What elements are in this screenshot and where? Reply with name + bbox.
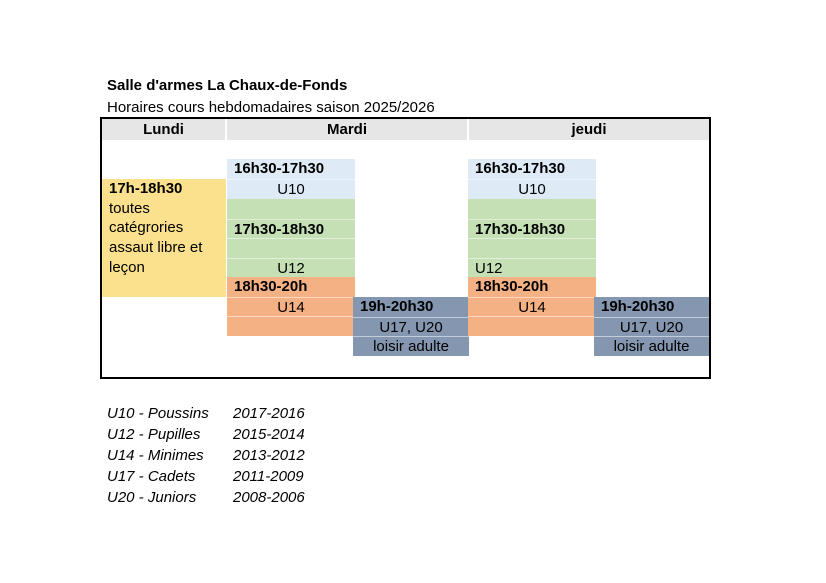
document-title: Salle d'armes La Chaux-de-Fonds: [107, 77, 348, 94]
legend-row: U17 - Cadets 2011-2009: [107, 466, 407, 487]
spacer-row: [468, 238, 596, 258]
legend-category: U14 - Minimes: [107, 447, 204, 464]
spacer-row: [227, 316, 355, 336]
spacer-row: [227, 199, 355, 219]
mardi-u12-time: 17h30-18h30: [227, 218, 355, 239]
legend-row: U20 - Juniors 2008-2006: [107, 487, 407, 508]
legend-category: U10 - Poussins: [107, 405, 209, 422]
spacer-row: [227, 238, 355, 258]
category-legend: U10 - Poussins 2017-2016 U12 - Pupilles …: [107, 403, 407, 508]
mardi-u14-label: U14: [227, 296, 355, 317]
mardi-adult-groups: U17, U20: [353, 316, 469, 337]
spacer-row: [468, 199, 596, 219]
legend-category: U20 - Juniors: [107, 489, 197, 506]
legend-years: 2013-2012: [233, 447, 305, 464]
lundi-session-time: 17h-18h30: [109, 180, 183, 197]
mardi-u14-block: 18h30-20h U14: [227, 277, 355, 336]
jeudi-adult-time: 19h-20h30: [601, 298, 675, 315]
jeudi-u14-label: U14: [468, 296, 596, 317]
jeudi-u12-block: 17h30-18h30 U12: [468, 199, 596, 278]
jeudi-u12-time: 17h30-18h30: [468, 218, 596, 239]
column-header-mardi: Mardi: [227, 119, 467, 140]
lundi-session-desc: toutes: [109, 199, 150, 217]
mardi-adult-time: 19h-20h30: [360, 298, 434, 315]
legend-row: U10 - Poussins 2017-2016: [107, 403, 407, 424]
mardi-u12-label: U12: [227, 258, 355, 278]
legend-years: 2017-2016: [233, 405, 305, 422]
mardi-u10-block: 16h30-17h30 U10: [227, 159, 355, 199]
legend-years: 2008-2006: [233, 489, 305, 506]
jeudi-adult-block: 19h-20h30 U17, U20 loisir adulte: [594, 297, 709, 356]
jeudi-u10-time: 16h30-17h30: [475, 160, 566, 177]
mardi-u10-label: U10: [227, 178, 355, 199]
lundi-session-desc: catégrories: [109, 219, 184, 237]
jeudi-adult-label: loisir adulte: [594, 336, 709, 356]
jeudi-u10-label: U10: [468, 178, 596, 199]
schedule-table: Lundi Mardi jeudi 17h-18h30 toutes catég…: [100, 117, 711, 379]
mardi-u10-time: 16h30-17h30: [234, 160, 325, 177]
legend-row: U14 - Minimes 2013-2012: [107, 445, 407, 466]
legend-category: U12 - Pupilles: [107, 426, 201, 443]
legend-years: 2015-2014: [233, 426, 305, 443]
mardi-u12-block: 17h30-18h30 U12: [227, 199, 355, 278]
jeudi-u10-block: 16h30-17h30 U10: [468, 159, 596, 199]
jeudi-u12-label: U12: [468, 258, 596, 278]
mardi-u14-time: 18h30-20h: [234, 278, 308, 295]
lundi-session-desc: leçon: [109, 258, 145, 276]
legend-years: 2011-2009: [233, 468, 304, 485]
document-subtitle: Horaires cours hebdomadaires saison 2025…: [107, 99, 435, 116]
lundi-session-block: 17h-18h30 toutes catégrories assaut libr…: [102, 179, 226, 297]
column-header-jeudi: jeudi: [469, 119, 709, 140]
lundi-session-desc: assaut libre et: [109, 239, 203, 257]
jeudi-adult-groups: U17, U20: [594, 316, 709, 337]
jeudi-u14-block: 18h30-20h U14: [468, 277, 596, 336]
mardi-adult-label: loisir adulte: [353, 336, 469, 356]
spacer-row: [468, 316, 596, 336]
legend-category: U17 - Cadets: [107, 468, 196, 485]
column-header-lundi: Lundi: [102, 119, 225, 140]
mardi-adult-block: 19h-20h30 U17, U20 loisir adulte: [353, 297, 469, 356]
jeudi-u14-time: 18h30-20h: [475, 278, 549, 295]
legend-row: U12 - Pupilles 2015-2014: [107, 424, 407, 445]
